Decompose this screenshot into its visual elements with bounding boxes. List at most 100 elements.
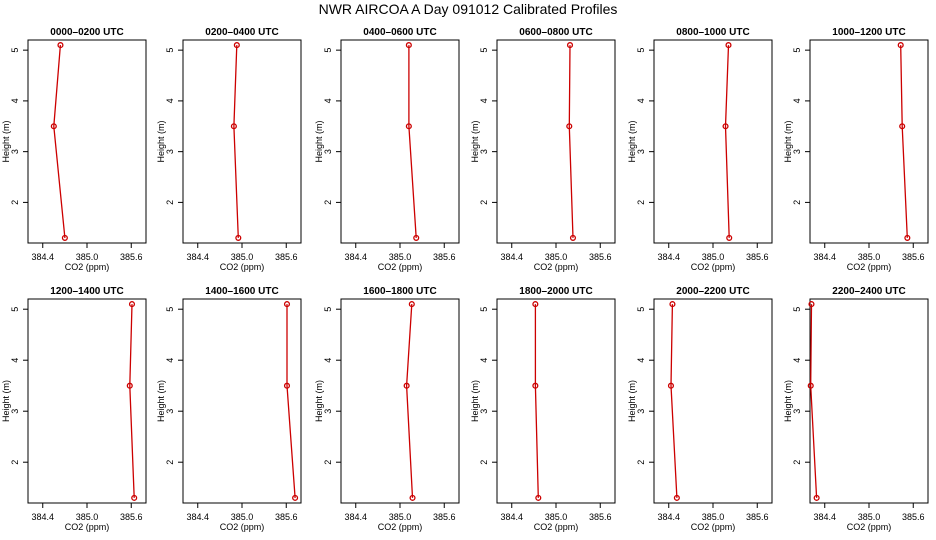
y-tick-label: 3	[10, 409, 20, 414]
y-tick-label: 4	[10, 358, 20, 363]
profile-line	[568, 45, 574, 238]
y-tick-label: 4	[323, 98, 333, 103]
x-tick-label: 384.4	[500, 512, 523, 522]
y-tick-label: 4	[165, 358, 175, 363]
x-axis-label: CO2 (ppm)	[534, 522, 579, 532]
y-tick-label: 5	[636, 307, 646, 312]
y-tick-label: 2	[636, 200, 646, 205]
data-point	[535, 494, 542, 501]
y-tick-label: 2	[323, 460, 333, 465]
plot-frame	[809, 298, 929, 504]
data-point	[283, 301, 291, 308]
x-tick-label: 385.6	[746, 252, 769, 262]
x-tick-label: 385.6	[589, 252, 612, 262]
x-tick-label: 385.0	[858, 252, 881, 262]
data-point	[813, 494, 820, 501]
x-tick-label: 385.6	[433, 512, 456, 522]
data-point	[131, 494, 138, 501]
x-tick-label: 385.6	[902, 252, 925, 262]
x-tick-label: 385.0	[545, 252, 568, 262]
profile-line	[534, 304, 539, 498]
plot-frame	[809, 39, 929, 244]
panel-title: 1000–1200 UTC	[832, 27, 905, 38]
y-axis-label: Height (m)	[627, 380, 637, 422]
panel-title: 1800–2000 UTC	[519, 286, 592, 297]
y-tick-label: 5	[10, 48, 20, 53]
panel-12: 2200–2400 UTC 384.4 385.0 385.6 CO2 (ppm) 2 3 4…	[783, 286, 929, 532]
x-tick-label: 384.4	[186, 512, 209, 522]
profile-line	[286, 304, 296, 498]
main-title: NWR AIRCOA A Day 091012 Calibrated Profi…	[318, 1, 618, 17]
y-tick-label: 5	[479, 48, 489, 53]
x-axis-label: CO2 (ppm)	[847, 522, 892, 532]
panel-title: 0000–0200 UTC	[50, 27, 123, 38]
y-tick-label: 2	[479, 200, 489, 205]
y-tick-label: 3	[479, 149, 489, 154]
y-axis-label: Height (m)	[783, 380, 793, 422]
profile-line	[53, 45, 66, 238]
y-tick-label: 2	[10, 460, 20, 465]
data-point	[904, 234, 911, 241]
panel-11: 2000–2200 UTC 384.4 385.0 385.6 CO2 (ppm) 2 3 4…	[627, 286, 773, 532]
y-axis-label: Height (m)	[156, 380, 166, 422]
profile-line	[405, 304, 414, 498]
y-tick-label: 4	[636, 358, 646, 363]
panel-7: 1200–1400 UTC 384.4 385.0 385.6 CO2 (ppm) 2 3 4…	[1, 286, 147, 532]
y-axis-label: Height (m)	[470, 120, 480, 162]
y-tick-label: 3	[636, 149, 646, 154]
data-point	[899, 123, 906, 130]
y-axis-label: Height (m)	[627, 120, 637, 162]
panel-10: 1800–2000 UTC 384.4 385.0 385.6 CO2 (ppm) 2 3 4…	[470, 286, 616, 532]
x-axis-label: CO2 (ppm)	[691, 522, 736, 532]
y-tick-label: 2	[792, 200, 802, 205]
x-tick-label: 384.4	[186, 252, 209, 262]
y-tick-label: 3	[165, 409, 175, 414]
panel-title: 0200–0400 UTC	[205, 27, 278, 38]
x-tick-label: 384.4	[813, 252, 836, 262]
profile-line	[724, 45, 730, 238]
y-tick-label: 2	[479, 460, 489, 465]
x-tick-label: 385.6	[746, 512, 769, 522]
y-tick-label: 4	[10, 98, 20, 103]
x-tick-label: 385.0	[702, 252, 725, 262]
data-point	[405, 42, 412, 49]
plot-frame	[182, 39, 302, 244]
data-point	[403, 382, 410, 389]
panel-9: 1600–1800 UTC 384.4 385.0 385.6 CO2 (ppm) 2 3 4…	[314, 286, 460, 532]
data-point	[292, 494, 299, 501]
data-point	[673, 494, 680, 501]
profile-line	[408, 45, 417, 238]
x-tick-label: 385.0	[545, 512, 568, 522]
x-tick-label: 385.0	[76, 512, 99, 522]
panel-8: 1400–1600 UTC 384.4 385.0 385.6 CO2 (ppm) 2 3 4…	[156, 286, 302, 532]
data-point	[808, 301, 815, 308]
data-point	[235, 234, 242, 241]
y-tick-label: 2	[165, 460, 175, 465]
plot-frame	[182, 298, 302, 504]
x-axis-label: CO2 (ppm)	[220, 262, 265, 272]
profile-line	[810, 304, 818, 498]
panel-2: 0200–0400 UTC 384.4 385.0 385.6 CO2 (ppm) 2 3 4…	[156, 27, 302, 272]
x-tick-label: 385.0	[389, 252, 412, 262]
y-axis-label: Height (m)	[470, 380, 480, 422]
y-tick-label: 4	[636, 98, 646, 103]
plot-frame	[340, 39, 460, 244]
x-axis-label: CO2 (ppm)	[378, 522, 423, 532]
data-point	[725, 42, 732, 49]
data-point	[233, 42, 240, 49]
y-tick-label: 2	[323, 200, 333, 205]
y-tick-label: 4	[165, 98, 175, 103]
plot-frame	[496, 298, 616, 504]
y-tick-label: 3	[323, 409, 333, 414]
y-tick-label: 5	[479, 307, 489, 312]
y-tick-label: 3	[10, 149, 20, 154]
profile-line	[233, 45, 239, 238]
data-point	[283, 382, 291, 389]
x-tick-label: 385.6	[902, 512, 925, 522]
profile-line	[129, 304, 135, 498]
y-tick-label: 4	[792, 358, 802, 363]
y-axis-label: Height (m)	[1, 120, 11, 162]
profile-line	[670, 304, 678, 498]
y-tick-label: 3	[792, 409, 802, 414]
